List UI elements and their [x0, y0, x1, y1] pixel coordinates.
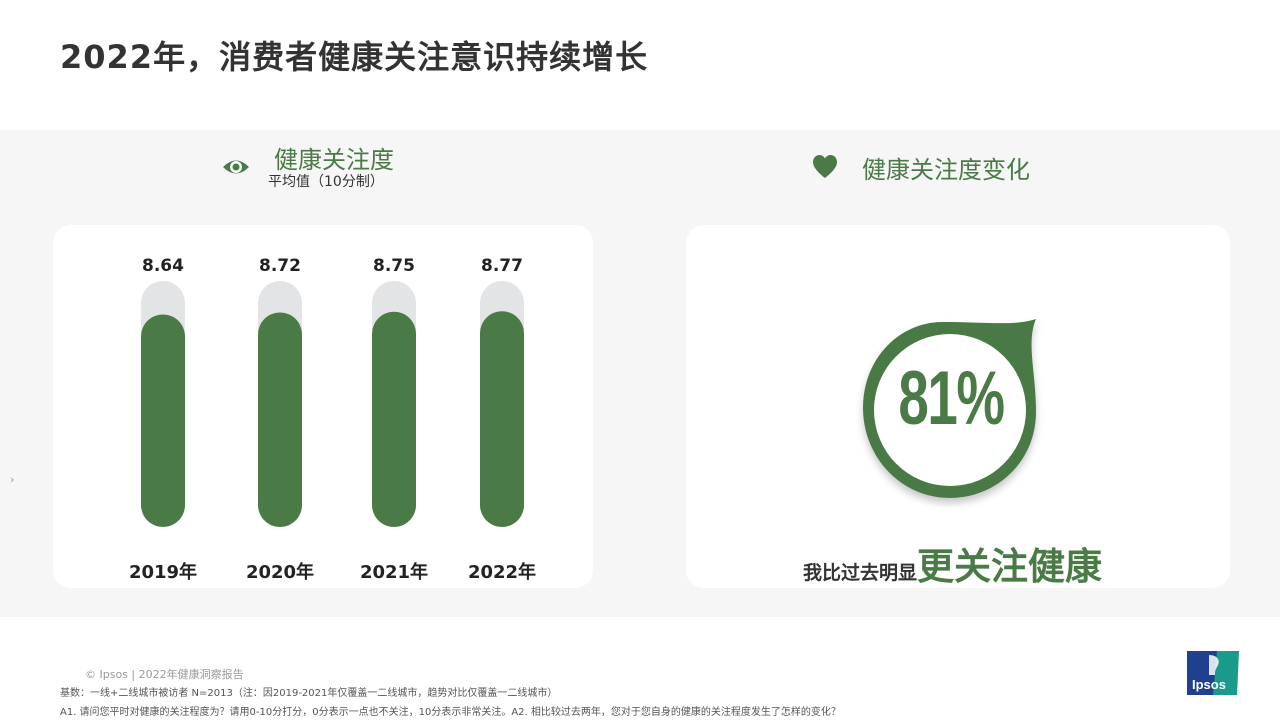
category-label: 2022年 — [468, 561, 536, 583]
percent-ring — [863, 319, 1036, 498]
footer-base-note: 基数：一线+二线城市被访者 N=2013（注：因2019-2021年仅覆盖一二线… — [60, 688, 558, 699]
bar-value-label: 8.75 — [373, 256, 415, 276]
page-title: 2022年，消费者健康关注意识持续增长 — [60, 38, 649, 76]
bar — [480, 311, 524, 527]
ipsos-logo: Ipsos — [1187, 651, 1239, 695]
right-section-title: 健康关注度变化 — [862, 156, 1030, 184]
percent-value: 81% — [898, 356, 1005, 441]
side-mark: › — [10, 473, 15, 486]
bar — [258, 312, 302, 527]
bar — [372, 311, 416, 527]
bar-value-label: 8.64 — [142, 256, 184, 276]
left-section-title: 健康关注度 — [274, 146, 394, 174]
category-label: 2021年 — [360, 561, 428, 583]
category-label: 2019年 — [129, 561, 197, 583]
ring-inner — [874, 334, 1026, 486]
claim-small: 我比过去明显 — [803, 562, 918, 584]
bar-chart: 8.64 2019年 8.72 2020年 8.75 2021年 8.77 2022年 — [129, 256, 536, 583]
left-section-subtitle: 平均值（10分制） — [268, 174, 384, 190]
heart-icon — [813, 155, 837, 178]
claim-big: 更关注健康 — [917, 545, 1103, 588]
right-section-header: 健康关注度变化 — [812, 150, 1072, 186]
category-label: 2020年 — [246, 561, 314, 583]
left-section-header: 健康关注度 平均值（10分制） — [222, 140, 482, 196]
bar-value-label: 8.77 — [481, 256, 523, 276]
bar — [141, 314, 185, 527]
logo-text: Ipsos — [1192, 677, 1226, 692]
bar-value-label: 8.72 — [259, 256, 301, 276]
claim-text: 我比过去明显更关注健康 — [803, 536, 1102, 590]
footer-question-note: A1. 请问您平时对健康的关注程度为？请用0-10分打分，0分表示一点也不关注，… — [60, 707, 841, 718]
footer-copyright: © Ipsos | 2022年健康洞察报告 — [85, 668, 244, 681]
eye-icon — [223, 160, 249, 174]
